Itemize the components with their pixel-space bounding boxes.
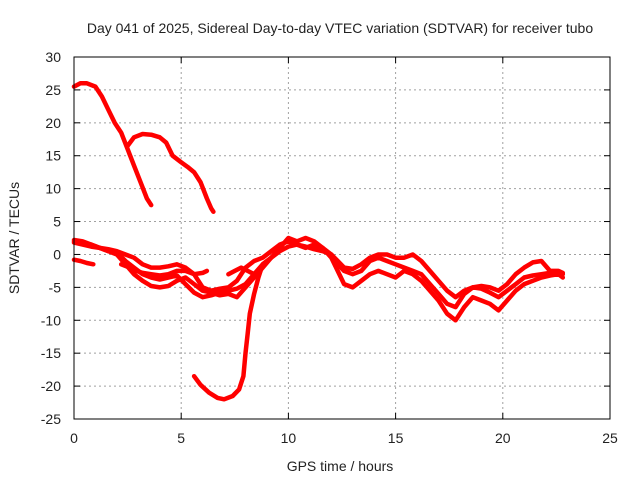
y-tick-label: -25 (41, 411, 61, 427)
plot-frame (73, 56, 611, 420)
x-tick-label: 15 (388, 430, 404, 446)
x-tick-label: 0 (70, 430, 78, 446)
grid-lines (74, 57, 610, 419)
series-line-arc-h (118, 262, 210, 278)
y-tick-label: 25 (45, 82, 61, 98)
y-tick-label: 20 (45, 115, 61, 131)
y-tick-label: 10 (45, 181, 61, 197)
x-axis-label: GPS time / hours (287, 458, 394, 474)
y-tick-label: 30 (45, 49, 61, 65)
y-tick-label: -5 (49, 279, 62, 295)
x-tick-label: 25 (602, 430, 618, 446)
y-tick-label: -10 (41, 312, 61, 328)
series-line-arc-b (125, 131, 216, 214)
series-line-arc-c (191, 258, 270, 402)
series-line-arc-g (71, 257, 96, 267)
y-tick-label: 0 (53, 246, 61, 262)
x-tick-label: 5 (177, 430, 185, 446)
y-tick-label: -15 (41, 345, 61, 361)
y-tick-label: 5 (53, 214, 61, 230)
x-tick-label: 10 (281, 430, 297, 446)
y-tick-label: -20 (41, 378, 61, 394)
axis-ticks: 0 5 10 15 20 25 -25 -20 -15 -10 -5 0 5 10 15 20 25 30 (41, 49, 618, 446)
series-line-arc-i (226, 258, 270, 277)
series-group (71, 81, 566, 402)
series-line-arc-a (71, 81, 154, 208)
y-tick-label: 15 (45, 148, 61, 164)
y-axis-label: SDTVAR / TECUs (6, 182, 22, 294)
chart-title: Day 041 of 2025, Sidereal Day-to-day VTE… (87, 20, 594, 36)
x-tick-label: 20 (495, 430, 511, 446)
series-line-arc-f (71, 239, 566, 300)
